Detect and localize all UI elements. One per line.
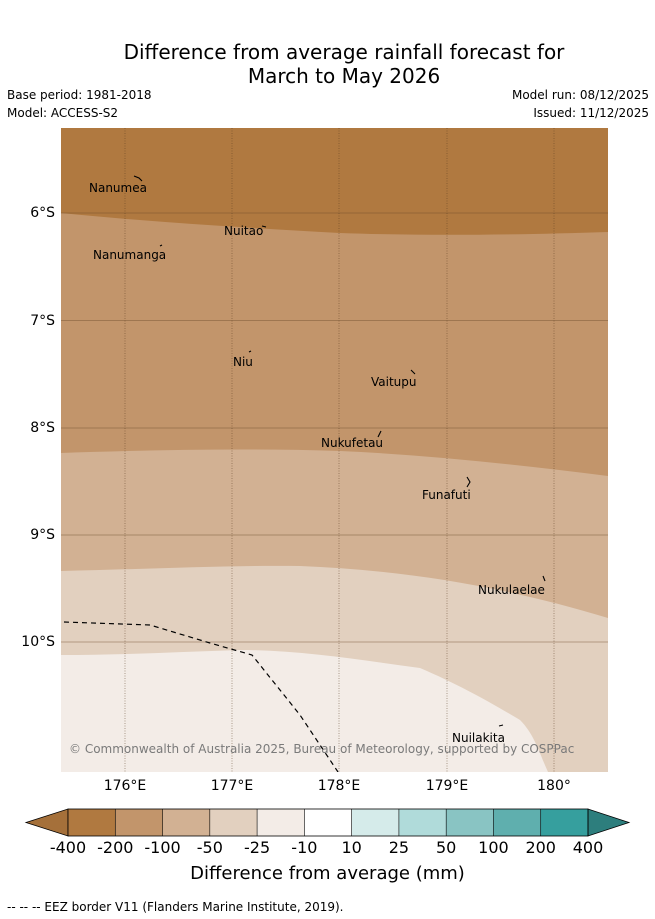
lon-label-177e: 177°E (210, 778, 254, 794)
colorbar-tick-label: -10 (291, 838, 318, 857)
colorbar-segment (209, 809, 258, 836)
colorbar-tick-label: -200 (97, 838, 134, 857)
place-label-nuitao: Nuitao (224, 224, 264, 238)
place-label-nanumanga: Nanumanga (93, 248, 167, 262)
island-vaitupu (410, 369, 416, 375)
model-run-text: Model run: 08/12/2025 (511, 88, 649, 102)
map-title-line2: March to May 2026 (247, 64, 441, 88)
colorbar-segments (24, 808, 631, 837)
eez-border-line (63, 621, 339, 772)
place-label-nukulaelae: Nukulaelae (478, 583, 545, 597)
lat-label-9s: 9°S (30, 527, 55, 543)
island-nuilakita (498, 724, 504, 727)
lon-label-180: 180° (537, 778, 571, 794)
issued-text: Issued: 11/12/2025 (533, 106, 649, 120)
colorbar-segment (493, 809, 542, 836)
place-label-nanumea: Nanumea (89, 181, 147, 195)
place-label-nuilakita: Nuilakita (452, 731, 505, 745)
colorbar-tick-label: 10 (341, 838, 362, 857)
lat-label-8s: 8°S (30, 420, 55, 436)
colorbar-tick-label: 400 (572, 838, 604, 857)
lon-label-178e: 178°E (317, 778, 361, 794)
colorbar-tick-label: -100 (144, 838, 181, 857)
colorbar-tick-label: -400 (49, 838, 87, 857)
map-title: Difference from average rainfall forecas… (0, 40, 655, 88)
lat-label-6s: 6°S (30, 205, 55, 221)
lon-label-176e: 176°E (103, 778, 147, 794)
colorbar-tick-label: 200 (525, 838, 556, 857)
eez-footnote: -- -- -- EEZ border V11 (Flanders Marine… (7, 900, 344, 914)
base-period-text: Base period: 1981-2018 (7, 88, 152, 102)
island-nukufetau (377, 430, 382, 438)
place-label-vaitupu: Vaitupu (371, 375, 417, 389)
colorbar-arrow-low (24, 808, 69, 837)
island-shapes (133, 175, 546, 727)
place-label-funafuti: Funafuti (422, 488, 471, 502)
colorbar-segment (115, 809, 164, 836)
copyright-text: © Commonwealth of Australia 2025, Bureau… (69, 742, 575, 756)
latitude-gridlines (61, 212, 608, 643)
colorbar-outline (67, 808, 589, 837)
island-nuitao (261, 225, 267, 228)
colorbar-segment (68, 809, 116, 836)
colorbar-segment (540, 809, 589, 836)
colorbar-tick-label: 25 (388, 838, 410, 857)
place-label-niu: Niu (233, 355, 253, 369)
colorbar-tick-label: -25 (244, 838, 271, 857)
colorbar-arrow-high (587, 808, 631, 837)
map-title-line1: Difference from average rainfall forecas… (123, 40, 565, 64)
band-minus-10-to-25 (61, 650, 548, 772)
model-text: Model: ACCESS-S2 (7, 106, 119, 120)
colorbar-segment (351, 809, 400, 836)
lat-label-10s: 10°S (21, 634, 55, 650)
colorbar-tick-label: -50 (196, 838, 223, 857)
island-niu (248, 350, 252, 353)
lon-label-179e: 179°E (425, 778, 469, 794)
colorbar-label: Difference from average (mm) (190, 863, 465, 884)
colorbar-segment (162, 809, 211, 836)
colorbar-tick-label: 100 (478, 838, 509, 857)
colorbar-segment (304, 809, 353, 836)
colorbar-segment (446, 809, 494, 836)
colorbar-segment (257, 809, 305, 836)
island-nanumanga (159, 244, 163, 247)
island-nukulaelae (542, 575, 546, 582)
island-nanumea (133, 175, 143, 182)
place-label-nukufetau: Nukufetau (321, 436, 384, 450)
island-funafuti (466, 476, 471, 488)
colorbar-tick-label: 50 (435, 838, 457, 857)
lat-label-7s: 7°S (30, 313, 55, 329)
colorbar-segment (398, 809, 447, 836)
